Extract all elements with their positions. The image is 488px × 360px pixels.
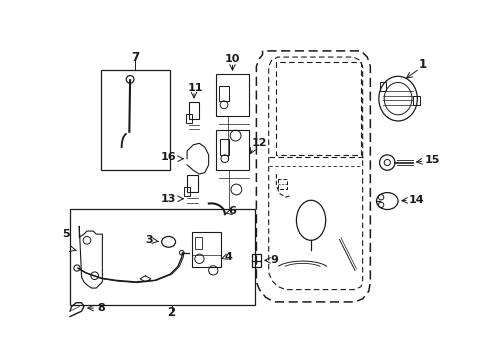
Bar: [220, 139, 229, 155]
Text: 13: 13: [161, 194, 176, 204]
Text: 3: 3: [145, 235, 153, 245]
Text: 4: 4: [224, 252, 231, 262]
Text: 10: 10: [224, 54, 240, 64]
Text: 15: 15: [424, 155, 439, 165]
Text: 11: 11: [187, 83, 203, 93]
Text: 8: 8: [98, 303, 105, 313]
Bar: [216, 130, 248, 170]
Text: 14: 14: [408, 194, 424, 204]
Bar: [188, 102, 199, 119]
Text: 1: 1: [418, 58, 426, 71]
Text: 9: 9: [270, 255, 278, 265]
Text: 6: 6: [227, 206, 235, 216]
Bar: [101, 70, 170, 170]
Text: 16: 16: [161, 152, 176, 162]
Bar: [251, 254, 261, 266]
Text: 12: 12: [251, 138, 267, 148]
Bar: [191, 232, 221, 266]
Bar: [219, 86, 228, 101]
Bar: [70, 209, 254, 305]
Bar: [216, 74, 248, 116]
Bar: [185, 114, 191, 123]
Bar: [187, 175, 198, 192]
Bar: [194, 237, 202, 249]
Bar: [379, 82, 385, 91]
Text: 7: 7: [131, 50, 139, 64]
Text: 5: 5: [62, 229, 70, 239]
Bar: [183, 187, 190, 197]
Bar: [413, 95, 419, 105]
Text: 2: 2: [167, 306, 175, 319]
